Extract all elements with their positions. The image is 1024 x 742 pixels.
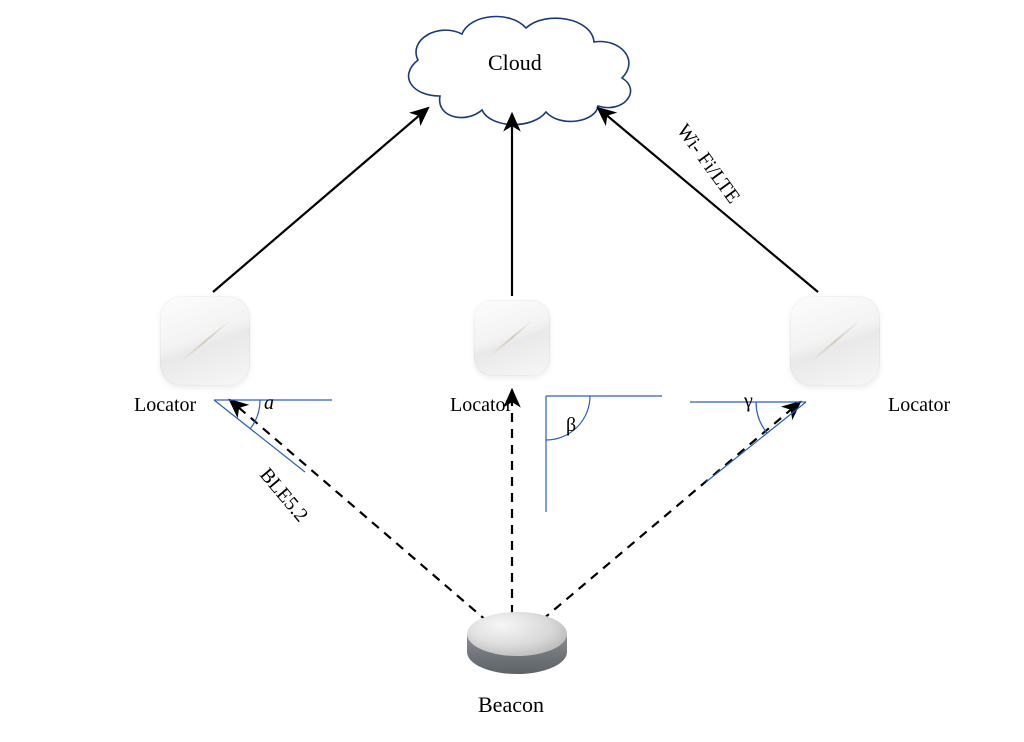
beacon-icon — [462, 612, 572, 682]
angle-beta — [546, 396, 662, 512]
locator-left-icon — [160, 296, 250, 386]
angle-gamma-label: γ — [744, 390, 753, 413]
diagram-stage: { "type": "network", "canvas": { "width"… — [0, 0, 1024, 742]
ble-arrows — [230, 390, 800, 622]
angle-gamma — [690, 402, 806, 482]
locator-right-label: Locator — [888, 394, 950, 417]
cloud-label: Cloud — [488, 50, 542, 76]
locator-right-icon — [790, 296, 880, 386]
angle-alpha-label: a — [264, 392, 274, 415]
locator-center-label: Locator — [450, 394, 512, 417]
beacon-label: Beacon — [478, 692, 544, 718]
angle-beta-label: β — [566, 414, 576, 437]
locator-left-label: Locator — [134, 394, 196, 417]
locator-center-icon — [474, 300, 550, 376]
